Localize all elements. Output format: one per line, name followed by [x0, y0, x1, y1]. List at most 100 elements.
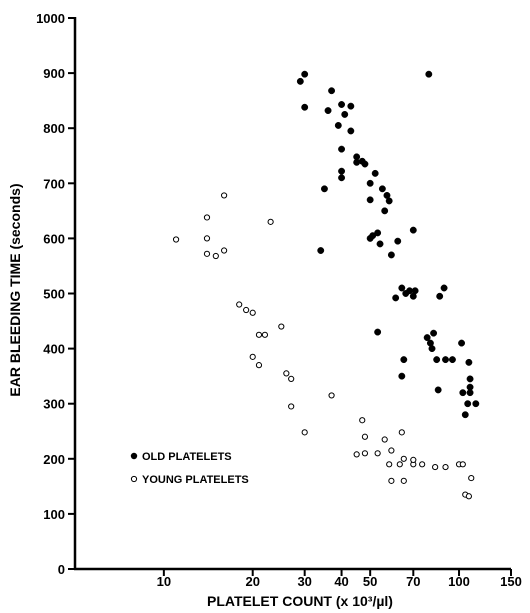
- young-platelet-point: [203, 235, 211, 242]
- y-axis-title: EAR BLEEDING TIME (seconds): [7, 183, 23, 396]
- young-platelet-point: [442, 463, 449, 471]
- old-platelet-point: [338, 167, 346, 175]
- old-platelet-point: [425, 70, 433, 78]
- old-platelet-point: [381, 207, 389, 215]
- old-platelet-point: [338, 145, 346, 153]
- young-platelet-point: [288, 375, 295, 383]
- old-platelet-point: [347, 102, 355, 110]
- old-platelet-point: [378, 185, 386, 193]
- old-platelet-point: [433, 356, 441, 364]
- old-platelet-point: [371, 169, 379, 177]
- old-platelet-point: [301, 103, 309, 111]
- series-young-platelets: [172, 192, 475, 500]
- young-platelet-point: [361, 450, 369, 457]
- old-platelet-point: [301, 70, 309, 78]
- old-platelet-point: [320, 185, 328, 193]
- young-platelet-point: [400, 455, 407, 462]
- legend-label-young-platelets: YOUNG PLATELETS: [142, 474, 249, 486]
- young-platelet-point: [432, 463, 439, 471]
- old-platelet-point: [398, 284, 406, 292]
- young-platelet-point: [386, 461, 393, 468]
- old-platelet-point: [366, 179, 374, 187]
- old-platelet-point: [436, 292, 444, 300]
- young-platelet-point: [301, 429, 308, 436]
- young-platelet-point: [374, 450, 381, 457]
- y-tick-label: 300: [43, 397, 65, 412]
- x-tick-label: 40: [334, 574, 348, 589]
- young-platelet-point: [388, 477, 395, 484]
- young-platelet-point: [243, 306, 250, 314]
- young-platelet-point: [255, 331, 263, 338]
- young-platelet-point: [353, 451, 360, 458]
- young-platelet-point: [255, 362, 263, 369]
- legend-label-old-platelets: OLD PLATELETS: [142, 451, 232, 463]
- old-platelet-point: [440, 284, 448, 292]
- old-platelet-point: [466, 389, 474, 397]
- old-platelet-point: [385, 197, 393, 205]
- old-platelet-point: [442, 356, 449, 364]
- young-platelet-point: [328, 392, 335, 399]
- young-platelet-point: [398, 429, 405, 436]
- y-tick-label: 100: [43, 507, 65, 522]
- old-platelet-point: [464, 400, 472, 408]
- x-tick-label: 100: [448, 574, 470, 589]
- old-platelet-point: [347, 127, 355, 135]
- young-platelet-point: [288, 403, 295, 410]
- old-platelet-point: [394, 237, 402, 245]
- old-platelet-point: [411, 287, 419, 295]
- series-old-platelets: [296, 70, 480, 419]
- old-platelet-point: [366, 196, 374, 204]
- young-platelet-point: [236, 301, 243, 308]
- old-platelet-point: [392, 294, 400, 302]
- old-platelet-point: [324, 107, 332, 115]
- old-platelet-point: [458, 339, 466, 347]
- x-tick-label: 70: [406, 574, 420, 589]
- young-platelet-point: [249, 309, 256, 316]
- y-tick-label: 600: [43, 231, 65, 246]
- x-axis-ticks: 10 20 30 40 50 70 100 150: [157, 569, 522, 589]
- old-platelet-point: [317, 247, 325, 254]
- y-tick-label: 500: [43, 287, 65, 302]
- young-platelet-point: [459, 461, 466, 468]
- old-platelet-point: [328, 87, 336, 95]
- old-platelet-point: [341, 110, 349, 118]
- y-tick-label: 800: [43, 121, 65, 136]
- old-platelet-point: [387, 251, 395, 259]
- y-tick-label: 0: [58, 562, 65, 577]
- young-platelet-point: [361, 433, 369, 440]
- chart-axes: [73, 17, 511, 571]
- old-platelet-point: [409, 226, 417, 234]
- y-tick-label: 400: [43, 342, 65, 357]
- young-platelet-point: [249, 353, 256, 360]
- young-platelet-point: [172, 236, 180, 243]
- old-platelet-point: [374, 229, 382, 237]
- young-platelet-point: [267, 218, 274, 225]
- x-axis-title: PLATELET COUNT (x 10³/µl): [207, 593, 393, 609]
- old-platelet-point: [423, 334, 431, 342]
- x-tick-label: 30: [297, 574, 311, 589]
- old-platelet-point: [334, 121, 342, 129]
- y-axis-ticks: 0 100 200 300 400 500 600 700 800 900 1000: [36, 11, 75, 577]
- old-platelet-point: [472, 400, 480, 408]
- chart-legend: OLD PLATELETS YOUNG PLATELETS: [130, 451, 249, 486]
- young-platelet-point: [221, 247, 228, 254]
- young-platelet-point: [278, 323, 285, 330]
- y-tick-label: 700: [43, 176, 65, 191]
- y-tick-label: 1000: [36, 11, 65, 26]
- legend-marker-young-platelets: [130, 475, 138, 483]
- young-platelet-point: [400, 477, 407, 484]
- old-platelet-point: [338, 174, 346, 182]
- old-platelet-point: [465, 358, 473, 366]
- young-platelet-point: [221, 192, 228, 199]
- young-platelet-point: [359, 417, 366, 424]
- old-platelet-point: [374, 328, 382, 336]
- old-platelet-point: [296, 77, 304, 85]
- old-platelet-point: [398, 372, 406, 380]
- old-platelet-point: [428, 345, 436, 353]
- young-platelet-point: [261, 331, 269, 338]
- y-tick-label: 200: [43, 452, 65, 467]
- young-platelet-point: [388, 447, 395, 454]
- young-platelet-point: [203, 250, 211, 257]
- old-platelet-point: [361, 160, 369, 168]
- old-platelet-point: [400, 356, 408, 364]
